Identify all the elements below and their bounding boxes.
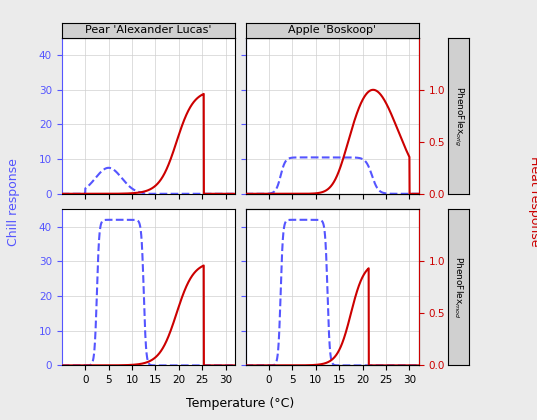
Text: Temperature (°C): Temperature (°C) [186, 397, 294, 410]
Text: PhenoFlex$_{orig}$: PhenoFlex$_{orig}$ [452, 86, 465, 146]
Text: Heat response: Heat response [528, 156, 537, 247]
Text: Apple 'Boskoop': Apple 'Boskoop' [288, 26, 376, 35]
Text: PhenoFlex$_{mod}$: PhenoFlex$_{mod}$ [452, 256, 465, 319]
Text: Pear 'Alexander Lucas': Pear 'Alexander Lucas' [85, 26, 212, 35]
Text: Chill response: Chill response [7, 158, 20, 246]
